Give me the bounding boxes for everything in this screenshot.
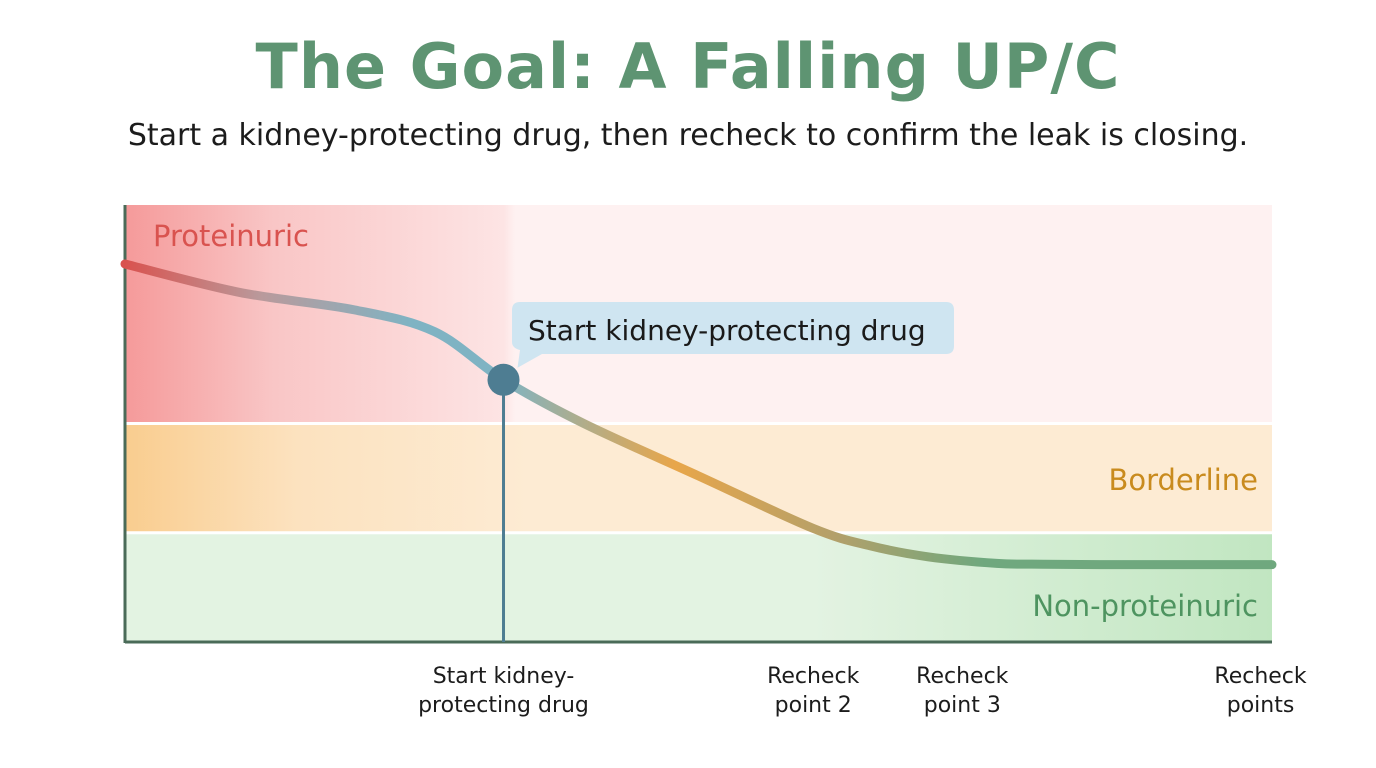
drug-start-point xyxy=(487,363,520,396)
x-tick-label: Recheck point 2 xyxy=(767,664,860,718)
drug-start-callout: Start kidney-protecting drug xyxy=(512,302,954,368)
x-tick-labels: Start kidney-protecting drug Recheck point… xyxy=(418,664,1307,718)
non-proteinuric-zone xyxy=(125,532,1272,642)
x-tick-label: Recheck points xyxy=(1214,664,1307,718)
callout-label: Start kidney-protecting drug xyxy=(528,314,926,347)
x-tick-label: Start kidney-protecting drug xyxy=(418,664,589,718)
zone-label-borderline: Borderline xyxy=(1108,463,1258,497)
page-title: The Goal: A Falling UP/C xyxy=(255,30,1121,103)
callout-bubble xyxy=(512,302,954,368)
page-subtitle: Start a kidney-protecting drug, then rec… xyxy=(127,118,1249,153)
zone-label-non-proteinuric: Non-proteinuric xyxy=(1032,589,1258,623)
zone-label-proteinuric: Proteinuric xyxy=(153,219,309,253)
x-tick-label: Recheck point 3 xyxy=(916,664,1009,718)
up-c-series-line xyxy=(120,259,1277,570)
